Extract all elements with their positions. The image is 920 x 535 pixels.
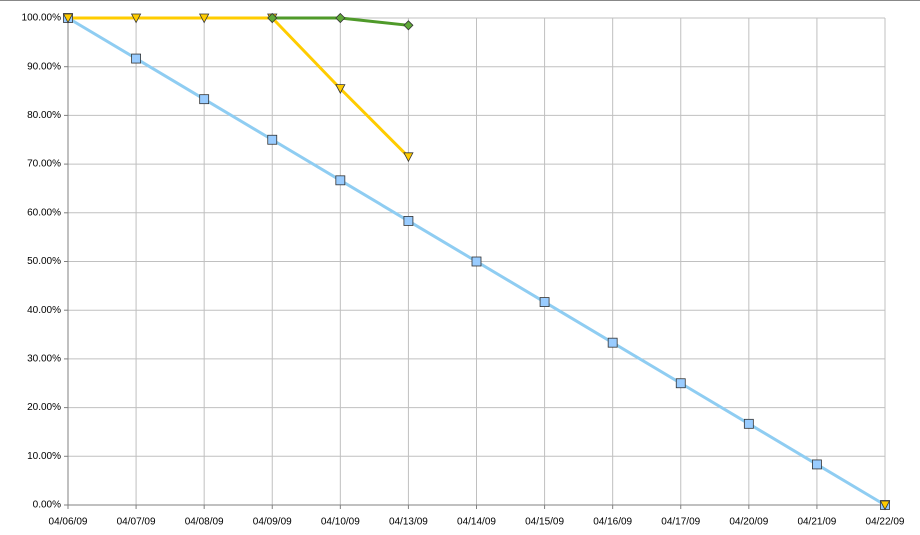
marker-triangle <box>199 13 210 24</box>
x-tick-label: 04/20/09 <box>729 517 768 528</box>
marker-square <box>199 94 210 105</box>
marker-square <box>675 378 686 389</box>
marker-triangle <box>879 500 891 511</box>
y-tick-label: 40.00% <box>27 305 61 316</box>
marker-triangle <box>62 13 74 24</box>
marker-square <box>743 418 754 429</box>
marker-diamond <box>335 12 346 24</box>
y-tick-label: 10.00% <box>27 451 61 462</box>
marker-diamond <box>403 20 414 31</box>
x-tick-label: 04/13/09 <box>389 517 428 528</box>
marker-triangle <box>335 84 346 94</box>
x-tick-label: 04/10/09 <box>321 517 360 528</box>
y-tick-label: 90.00% <box>27 61 61 72</box>
y-tick-label: 80.00% <box>27 110 61 121</box>
x-tick-label: 04/22/09 <box>866 517 905 528</box>
x-tick-label: 04/15/09 <box>525 517 564 528</box>
marker-square <box>607 337 618 348</box>
x-tick-label: 04/06/09 <box>49 517 88 528</box>
y-tick-label: 60.00% <box>27 207 61 218</box>
marker-triangle <box>403 152 414 163</box>
marker-diamond <box>267 12 278 24</box>
x-tick-label: 04/14/09 <box>457 517 496 528</box>
marker-square <box>471 256 482 267</box>
marker-square <box>812 459 822 470</box>
y-tick-label: 0.00% <box>33 500 61 511</box>
x-tick-label: 04/07/09 <box>117 517 156 528</box>
marker-triangle <box>130 13 142 24</box>
y-tick-label: 30.00% <box>27 354 61 365</box>
marker-square <box>131 53 141 64</box>
marker-square <box>403 216 414 226</box>
x-tick-label: 04/17/09 <box>661 517 700 528</box>
y-tick-label: 100.00% <box>22 13 62 24</box>
x-tick-label: 04/08/09 <box>185 517 224 528</box>
y-tick-label: 50.00% <box>27 256 61 267</box>
x-tick-label: 04/16/09 <box>593 517 632 528</box>
marker-square <box>335 175 346 186</box>
marker-square <box>267 134 278 145</box>
y-tick-label: 20.00% <box>27 402 61 413</box>
x-tick-label: 04/21/09 <box>797 517 836 528</box>
marker-square <box>539 297 550 307</box>
x-tick-label: 04/09/09 <box>253 517 292 528</box>
y-tick-label: 70.00% <box>27 159 61 170</box>
